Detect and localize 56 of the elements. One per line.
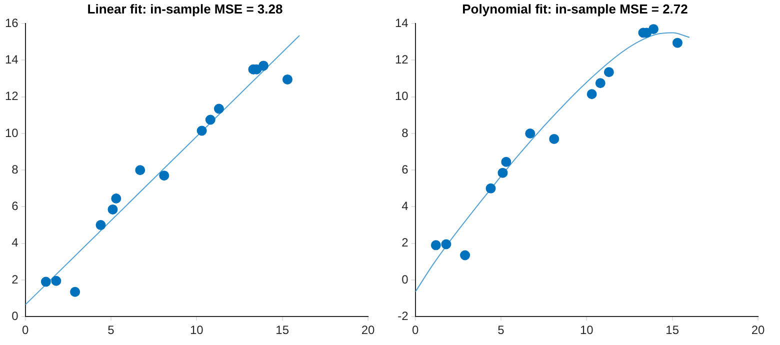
point	[108, 204, 118, 214]
x-tick-label: 20	[361, 323, 375, 338]
point	[501, 156, 512, 167]
point	[441, 239, 452, 250]
y-tick-label: 14	[4, 52, 19, 67]
y-tick-label: 8	[402, 126, 409, 140]
y-tick-label: 6	[12, 199, 19, 214]
y-tick-label: 0	[402, 272, 409, 286]
point	[595, 78, 606, 88]
y-tick-label: 10	[394, 89, 409, 104]
y-tick-label: 6	[402, 162, 409, 176]
x-tick-label: 10	[190, 323, 204, 338]
x-tick-label: 0	[412, 323, 420, 338]
point	[648, 24, 658, 34]
point	[549, 134, 560, 144]
point	[258, 60, 268, 71]
point	[430, 240, 441, 250]
y-tick-label: 8	[12, 162, 19, 176]
point	[196, 126, 207, 136]
point	[214, 104, 224, 114]
point	[486, 183, 496, 194]
point	[460, 250, 470, 260]
x-tick-label: 5	[498, 323, 505, 338]
point	[40, 276, 51, 287]
point	[525, 128, 536, 138]
y-tick-label: 0	[12, 308, 19, 323]
x-tick-label: 15	[666, 323, 680, 338]
y-tick-label: 2	[402, 236, 409, 250]
y-tick-label: 2	[12, 272, 19, 286]
chart-title: Polynomial fit: in-sample MSE = 2.72	[462, 1, 688, 16]
point	[159, 170, 170, 181]
x-tick-label: 10	[580, 323, 594, 338]
point	[111, 193, 122, 204]
x-tick-label: 5	[108, 323, 115, 338]
point	[51, 276, 62, 286]
x-tick-label: 15	[276, 323, 290, 338]
point	[604, 67, 614, 78]
point	[586, 89, 597, 100]
y-tick-label: 12	[4, 89, 19, 104]
y-tick-label: 4	[12, 236, 19, 250]
y-tick-label: 12	[394, 52, 409, 67]
y-tick-label: 14	[394, 16, 409, 30]
x-tick-label: 0	[22, 323, 30, 338]
y-tick-label: -2	[398, 308, 409, 323]
x-tick-label: 20	[751, 323, 765, 338]
y-tick-label: 16	[4, 16, 19, 30]
point	[282, 74, 292, 84]
point	[498, 168, 508, 178]
y-tick-label: 10	[4, 126, 19, 140]
point	[135, 165, 146, 176]
point	[96, 220, 106, 230]
y-tick-label: 4	[402, 199, 409, 214]
chart-title: Linear fit: in-sample MSE = 3.28	[87, 1, 283, 16]
point	[205, 114, 216, 125]
point	[70, 286, 80, 297]
point	[672, 38, 682, 48]
